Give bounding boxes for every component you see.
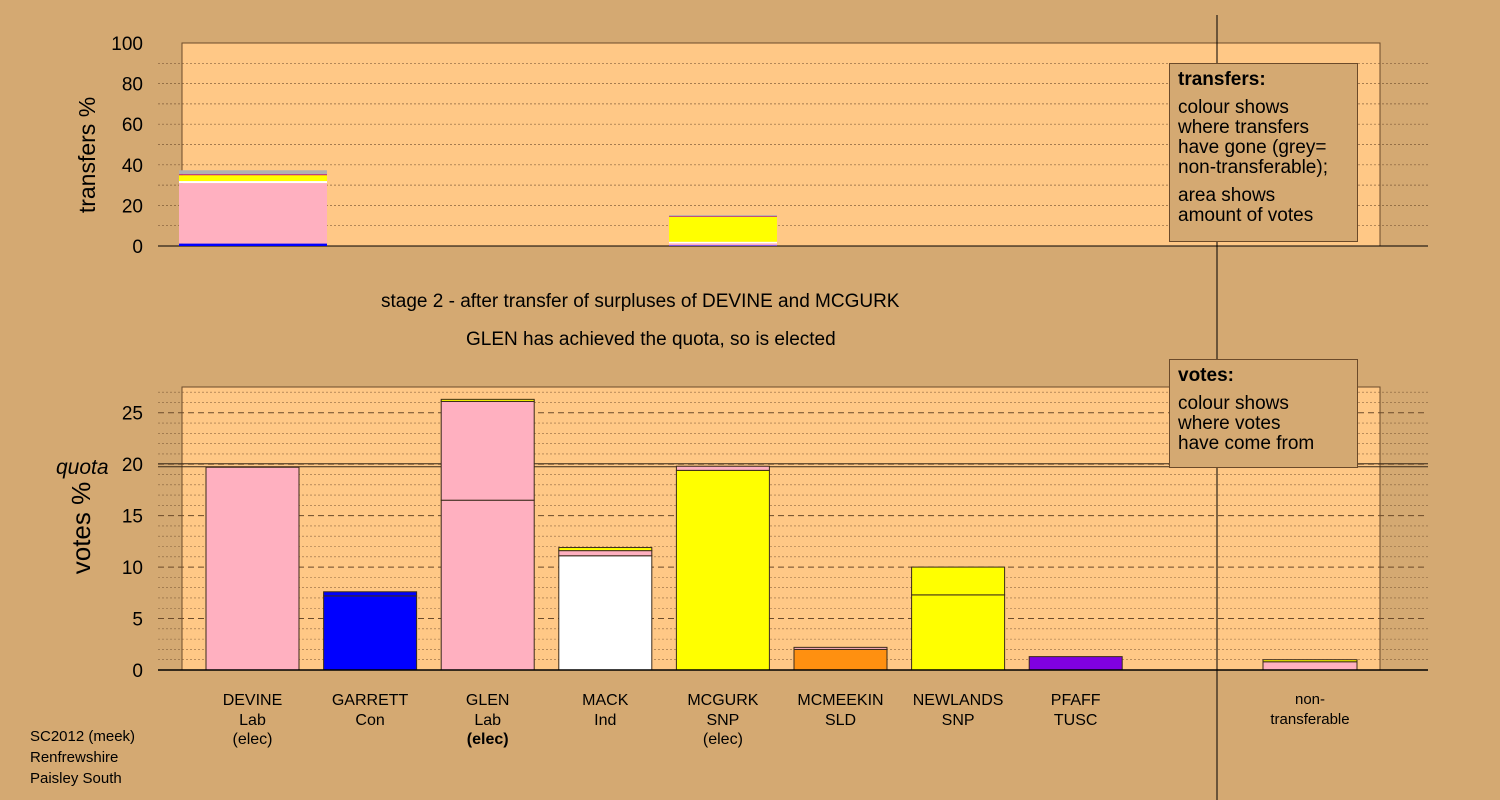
transfers-legend: transfers: colour shows where transfers … [1169,63,1358,242]
votes-legend-line: where votes [1178,413,1281,434]
votes-y-axis-label: votes % [66,482,96,575]
stage-title: stage 2 - after transfer of surpluses of… [381,291,900,312]
votes-y-tick-label: 15 [122,507,143,528]
transfer-bar-segment [179,174,327,176]
footer-ward: Paisley South [30,770,122,787]
transfers-y-tick-label: 80 [122,75,143,96]
votes-legend: votes: colour shows where votes have com… [1169,359,1358,468]
footer-council: Renfrewshire [30,749,119,766]
transfers-y-tick-label: 0 [132,237,143,258]
transfers-legend-line: where transfers [1178,117,1309,138]
vote-bar-segment [323,595,418,671]
transfers-y-tick-label: 60 [122,115,143,136]
transfers-y-tick-label: 100 [111,34,143,55]
transfer-bar-segment [179,181,327,184]
transfer-bar-segment [669,215,777,217]
vote-bar-segment [1028,656,1123,671]
candidate-party-label: SNP [706,712,739,729]
vote-bar-segment [793,646,888,650]
transfers-legend-line: colour shows [1178,97,1289,118]
vote-bar-segment [793,648,888,671]
footer: SC2012 (meek) Renfrewshire Paisley South [30,726,135,789]
transfers-legend-line: amount of votes [1178,205,1314,226]
votes-legend-line: colour shows [1178,393,1289,414]
transfer-bar-segment [669,216,777,242]
vote-bar-segment [558,550,653,557]
transfers-legend-line: have gone (grey= [1178,137,1327,158]
candidate-name-label: PFAFF [1051,692,1101,709]
candidate-name-label: NEWLANDS [913,692,1004,709]
candidate-name-label: DEVINE [223,692,283,709]
transfer-bar-segment [179,170,327,174]
candidate-name-label: GLEN [466,692,510,709]
vote-bar-segment [675,469,770,671]
candidate-party-label: Lab [239,712,266,729]
candidate-party-label: Con [355,712,384,729]
nontransferable-bar-segment [1262,661,1358,671]
candidate-name-label: MCMEEKIN [797,692,883,709]
vote-bar-segment [440,398,535,402]
quota-label: quota [56,456,109,479]
vote-bar-segment [558,547,653,552]
transfers-legend-line: area shows [1178,185,1276,206]
vote-bar-segment [558,555,653,671]
candidate-party-label: SNP [942,712,975,729]
transfer-bar-segment [179,177,327,182]
candidate-party-label: SLD [825,712,856,729]
vote-bar-segment [911,594,1006,671]
transfer-bar-segment [179,243,327,246]
votes-legend-line: have come from [1178,433,1315,454]
transfer-bar-segment [179,183,327,244]
vote-bar-segment [205,466,300,671]
candidate-status-label: (elec) [703,731,743,748]
votes-y-tick-label: 25 [122,404,143,425]
transfer-bar-segment [669,241,777,244]
candidate-name-label: MCGURK [687,692,758,709]
transfer-bar-segment [669,216,777,217]
candidate-name-label: GARRETT [332,692,409,709]
candidate-name-label: MACK [582,692,629,709]
candidate-status-label: (elec) [232,731,272,748]
nontransferable-label: transferable [1270,711,1349,728]
vote-bar-segment [675,465,770,471]
nontransferable-bar-segment [1262,659,1358,663]
transfer-bar-segment [179,175,327,178]
candidate-status-label: (elec) [467,731,509,748]
transfer-bar-segment [179,173,327,175]
votes-legend-title: votes: [1178,365,1234,386]
vote-bar-segment [440,400,535,501]
votes-y-tick-label: 5 [132,610,143,631]
transfers-legend-title: transfers: [1178,69,1266,90]
votes-y-tick-label: 10 [122,558,143,579]
vote-bar-segment [911,566,1006,596]
transfers-y-tick-label: 20 [122,196,143,217]
transfer-bar-segment [669,215,777,216]
stage-subtitle: GLEN has achieved the quota, so is elect… [466,329,836,350]
candidate-party-label: Ind [594,712,616,729]
transfers-y-tick-label: 40 [122,156,143,177]
vote-bar-segment [440,499,535,671]
transfers-legend-line: non-transferable); [1178,157,1328,178]
footer-source: SC2012 (meek) [30,728,136,745]
transfer-bar-segment [669,245,777,246]
transfer-bar-segment [669,243,777,246]
votes-y-tick-label: 0 [132,661,143,682]
candidate-party-label: TUSC [1054,712,1098,729]
candidate-party-label: Lab [474,712,501,729]
nontransferable-label: non- [1295,691,1325,708]
transfers-y-axis-label: transfers % [74,97,100,213]
votes-y-tick-label: 20 [122,455,143,476]
vote-bar-segment [323,591,418,597]
